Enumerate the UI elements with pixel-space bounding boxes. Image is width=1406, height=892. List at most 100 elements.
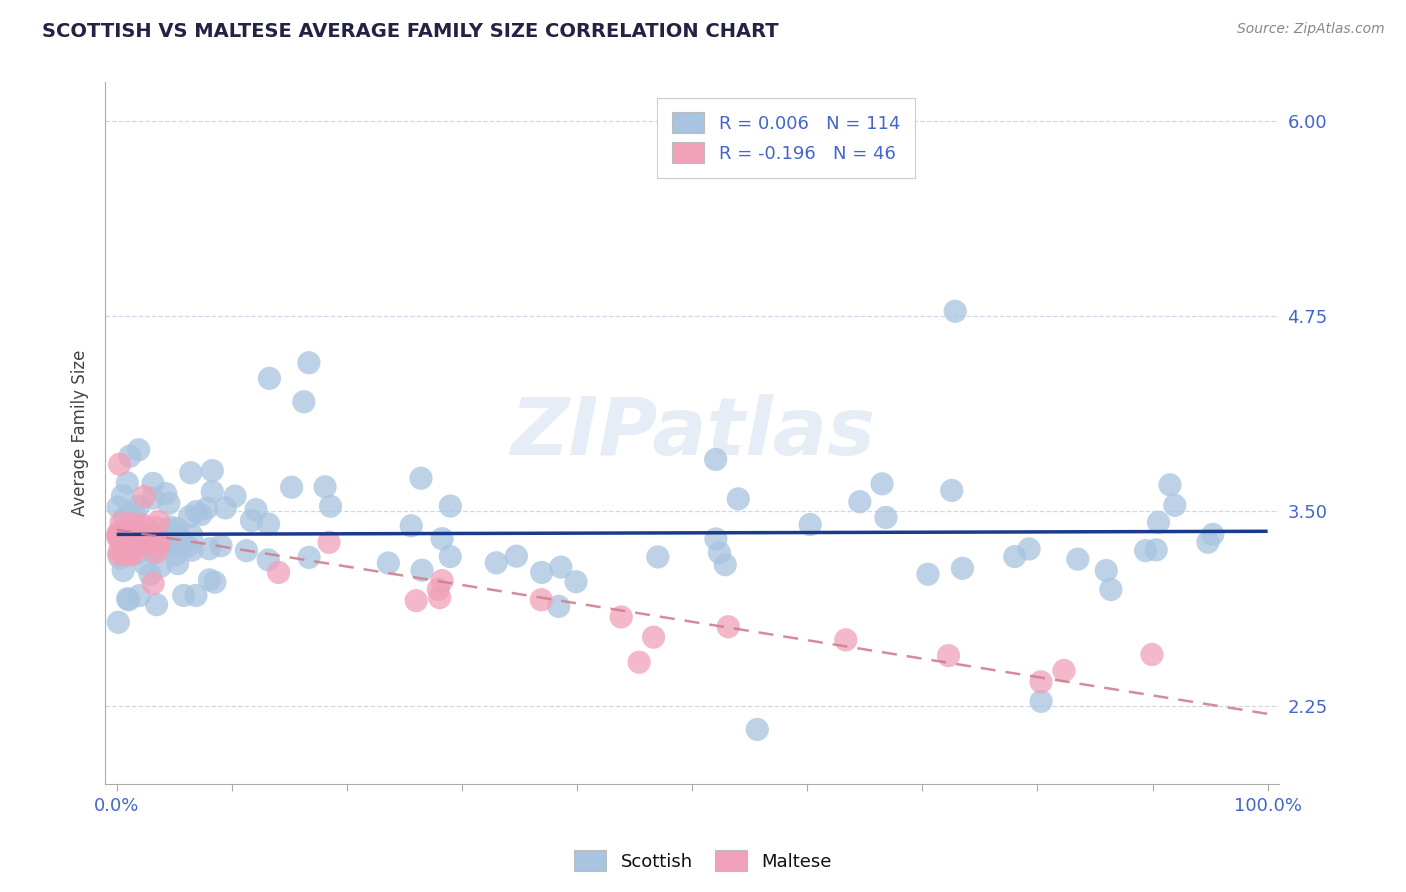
Point: [165, 548, 187, 562]
Point: [849, 494, 872, 508]
Point: [943, 304, 966, 318]
Point: [160, 520, 183, 534]
Point: [107, 529, 129, 543]
Point: [198, 573, 221, 587]
Point: [117, 591, 139, 606]
Point: [145, 538, 167, 552]
Point: [835, 632, 858, 647]
Point: [201, 484, 224, 499]
Point: [166, 521, 188, 535]
Point: [505, 549, 527, 564]
Point: [318, 535, 340, 549]
Point: [952, 561, 974, 575]
Point: [117, 523, 139, 537]
Point: [163, 537, 186, 551]
Point: [122, 506, 145, 520]
Point: [190, 508, 212, 522]
Text: Source: ZipAtlas.com: Source: ZipAtlas.com: [1237, 22, 1385, 37]
Point: [875, 510, 897, 524]
Point: [647, 549, 669, 564]
Point: [145, 538, 167, 552]
Point: [298, 550, 321, 565]
Point: [127, 532, 149, 546]
Point: [409, 471, 432, 485]
Point: [430, 574, 453, 588]
Text: ZIPatlas: ZIPatlas: [510, 394, 875, 472]
Point: [257, 516, 280, 531]
Point: [938, 648, 960, 663]
Point: [1053, 664, 1076, 678]
Legend: Scottish, Maltese: Scottish, Maltese: [567, 843, 839, 879]
Point: [704, 532, 727, 546]
Point: [115, 542, 138, 557]
Point: [134, 490, 156, 504]
Point: [1135, 543, 1157, 558]
Point: [235, 543, 257, 558]
Point: [1018, 541, 1040, 556]
Point: [134, 538, 156, 552]
Point: [1095, 564, 1118, 578]
Point: [107, 530, 129, 544]
Point: [142, 491, 165, 505]
Point: [198, 541, 221, 556]
Point: [204, 575, 226, 590]
Point: [108, 526, 131, 541]
Point: [427, 582, 450, 597]
Point: [128, 500, 150, 514]
Point: [224, 489, 246, 503]
Point: [115, 529, 138, 543]
Point: [108, 551, 131, 566]
Point: [142, 576, 165, 591]
Point: [1099, 582, 1122, 597]
Point: [166, 557, 188, 571]
Point: [485, 556, 508, 570]
Point: [1159, 478, 1181, 492]
Point: [148, 534, 170, 549]
Point: [184, 589, 207, 603]
Point: [439, 549, 461, 564]
Point: [107, 526, 129, 541]
Point: [240, 514, 263, 528]
Point: [704, 452, 727, 467]
Point: [643, 630, 665, 644]
Point: [145, 545, 167, 559]
Point: [530, 592, 553, 607]
Point: [141, 544, 163, 558]
Point: [127, 546, 149, 560]
Point: [257, 553, 280, 567]
Point: [118, 543, 141, 558]
Point: [714, 558, 737, 572]
Point: [157, 496, 180, 510]
Point: [111, 489, 134, 503]
Point: [530, 566, 553, 580]
Point: [149, 559, 172, 574]
Point: [107, 615, 129, 630]
Point: [917, 567, 939, 582]
Point: [167, 529, 190, 543]
Point: [727, 491, 749, 506]
Point: [1140, 648, 1163, 662]
Point: [141, 531, 163, 545]
Point: [148, 539, 170, 553]
Point: [550, 560, 572, 574]
Point: [941, 483, 963, 498]
Point: [155, 486, 177, 500]
Point: [153, 539, 176, 553]
Point: [153, 526, 176, 541]
Point: [148, 515, 170, 529]
Point: [120, 541, 142, 556]
Point: [1029, 694, 1052, 708]
Point: [314, 480, 336, 494]
Point: [118, 449, 141, 463]
Point: [610, 610, 633, 624]
Point: [132, 528, 155, 542]
Point: [870, 476, 893, 491]
Point: [112, 564, 135, 578]
Point: [709, 546, 731, 560]
Point: [186, 505, 208, 519]
Point: [439, 499, 461, 513]
Point: [108, 543, 131, 558]
Point: [195, 501, 218, 516]
Point: [259, 371, 281, 385]
Point: [377, 556, 399, 570]
